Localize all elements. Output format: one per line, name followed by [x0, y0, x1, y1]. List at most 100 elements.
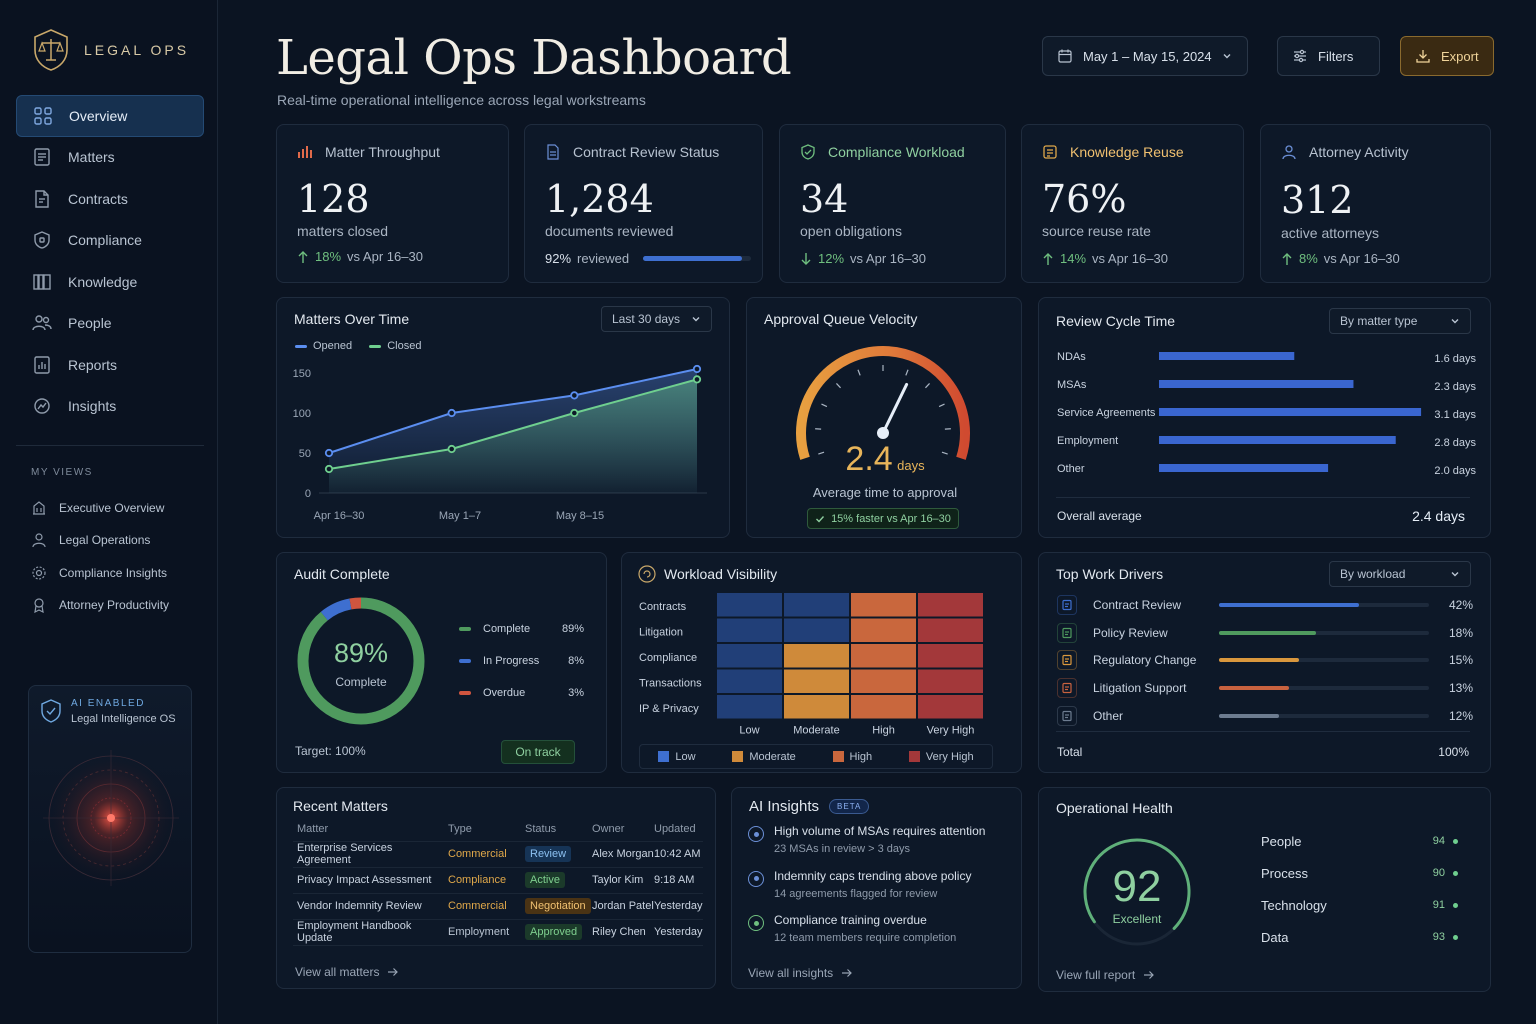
table-row[interactable]: Vendor Indemnity Review Commercial Negotia…: [293, 893, 703, 920]
heatmap-cell[interactable]: [784, 669, 849, 694]
regulatory-icon: [1057, 650, 1077, 671]
view-item-attorney-productivity[interactable]: Attorney Productivity: [31, 589, 169, 621]
health-row[interactable]: People 94: [1261, 825, 1461, 857]
kpi-delta-value: 12%: [818, 251, 845, 266]
table-header-row: Matter Type Status Owner Updated: [293, 817, 703, 842]
kpi-card-knowledge-reuse[interactable]: Knowledge Reuse 76% source reuse rate 14…: [1021, 124, 1244, 283]
column-header[interactable]: Updated: [654, 817, 703, 842]
sidebar-item-compliance[interactable]: Compliance: [16, 220, 204, 262]
column-header[interactable]: Matter: [293, 817, 448, 842]
heatmap-cell[interactable]: [918, 644, 983, 668]
heatmap-cell[interactable]: [784, 593, 849, 617]
heatmap-cell[interactable]: [717, 618, 782, 643]
sidebar-item-people[interactable]: People: [16, 303, 204, 345]
sidebar-item-overview[interactable]: Overview: [16, 95, 204, 137]
heatmap-cell[interactable]: [918, 695, 983, 719]
y-tick-label: 100: [293, 408, 311, 420]
heatmap-cell[interactable]: [784, 618, 849, 643]
driver-row[interactable]: Other 12%: [1057, 702, 1473, 730]
range-dropdown[interactable]: Last 30 days: [601, 306, 712, 332]
data-point[interactable]: [447, 408, 456, 418]
matter-type-dropdown[interactable]: By matter type: [1329, 308, 1471, 334]
heatmap-cell[interactable]: [717, 695, 782, 719]
column-header[interactable]: Type: [448, 817, 525, 842]
view-item-executive-overview[interactable]: Executive Overview: [31, 492, 169, 524]
view-full-report-link[interactable]: View full report: [1056, 968, 1155, 982]
status-badge: Review: [525, 846, 572, 862]
bar[interactable]: [1159, 408, 1422, 416]
health-row[interactable]: Data 93: [1261, 921, 1461, 953]
table-row[interactable]: Enterprise Services Agreement Commercial R…: [293, 841, 703, 868]
heatmap-cell[interactable]: [784, 644, 849, 668]
insight-item[interactable]: Compliance training overdue 12 team membe…: [748, 913, 1013, 958]
view-all-matters-link[interactable]: View all matters: [295, 965, 399, 979]
heatmap-cell[interactable]: [918, 669, 983, 694]
driver-row[interactable]: Policy Review 18%: [1057, 619, 1473, 647]
sidebar-item-reports[interactable]: Reports: [16, 344, 204, 386]
health-row[interactable]: Technology 91: [1261, 889, 1461, 921]
filters-label: Filters: [1318, 48, 1354, 64]
filters-button[interactable]: Filters: [1277, 36, 1380, 76]
data-point[interactable]: [692, 364, 702, 374]
heatmap-cell[interactable]: [918, 618, 983, 643]
driver-row[interactable]: Regulatory Change 15%: [1057, 646, 1473, 674]
bar[interactable]: [1159, 464, 1329, 472]
workload-dropdown[interactable]: By workload: [1329, 561, 1471, 587]
table-row[interactable]: Privacy Impact Assessment Compliance Activ…: [293, 867, 703, 894]
chevron-down-icon: [692, 317, 700, 322]
insight-item[interactable]: High volume of MSAs requires attention 23…: [748, 824, 1013, 869]
bar[interactable]: [1159, 380, 1354, 388]
data-point[interactable]: [570, 391, 579, 400]
heatmap-cell[interactable]: [717, 593, 782, 617]
heatmap-cell[interactable]: [784, 695, 849, 719]
view-all-insights-link[interactable]: View all insights: [748, 966, 853, 980]
gauge-needle: [881, 382, 909, 435]
status-cell: Negotiation: [525, 893, 592, 920]
data-point[interactable]: [692, 375, 702, 384]
view-item-compliance-insights[interactable]: Compliance Insights: [31, 557, 169, 589]
data-point[interactable]: [570, 408, 579, 418]
sidebar-item-matters[interactable]: Matters: [16, 137, 204, 179]
audit-center-label: Complete: [335, 675, 387, 689]
data-point[interactable]: [447, 444, 456, 454]
kpi-card-compliance-workload[interactable]: Compliance Workload 34 open obligations …: [779, 124, 1006, 283]
export-button[interactable]: Export: [1400, 36, 1494, 76]
heatmap-cell[interactable]: [717, 644, 782, 668]
heatmap-cell[interactable]: [918, 593, 983, 617]
heatmap-cell[interactable]: [851, 644, 916, 668]
heatmap-cell[interactable]: [851, 593, 916, 617]
brand[interactable]: LEGAL OPS: [32, 28, 189, 72]
table-row[interactable]: Employment Handbook Update Employment Appr…: [293, 919, 703, 946]
insight-item[interactable]: Indemnity caps trending above policy 14 a…: [748, 869, 1013, 914]
heatmap-cell[interactable]: [717, 669, 782, 694]
status-dot: [1453, 902, 1458, 908]
heatmap-cell[interactable]: [851, 669, 916, 694]
heatmap-cell[interactable]: [851, 618, 916, 643]
driver-row[interactable]: Litigation Support 13%: [1057, 674, 1473, 702]
data-point[interactable]: [324, 464, 334, 474]
sidebar-item-contracts[interactable]: Contracts: [16, 178, 204, 220]
sidebar-item-label: Knowledge: [68, 273, 138, 290]
donut-slice[interactable]: [297, 597, 425, 725]
status-badge: Approved: [525, 924, 583, 940]
brand-name: LEGAL OPS: [84, 42, 190, 58]
kpi-card-contract-review[interactable]: Contract Review Status 1,284 documents r…: [524, 124, 763, 283]
sidebar-item-knowledge[interactable]: Knowledge: [16, 261, 204, 303]
kpi-card-matter-throughput[interactable]: Matter Throughput 128 matters closed 18%…: [276, 124, 509, 283]
view-item-legal-operations[interactable]: Legal Operations: [31, 524, 169, 556]
heatmap-cell[interactable]: [851, 695, 916, 719]
column-header[interactable]: Status: [525, 817, 592, 842]
sidebar-item-insights[interactable]: Insights: [16, 386, 204, 428]
updated-cell: 10:42 AM: [654, 841, 703, 868]
bar[interactable]: [1159, 352, 1295, 360]
health-row[interactable]: Process 90: [1261, 857, 1461, 889]
column-header[interactable]: Owner: [592, 817, 654, 842]
status-cell: Approved: [525, 919, 592, 946]
data-point[interactable]: [324, 448, 334, 458]
operational-health-card: Operational Health 92 Excellent People 94…: [1038, 787, 1491, 992]
health-ring-progress: [1083, 838, 1191, 946]
bar[interactable]: [1159, 436, 1396, 444]
date-range-button[interactable]: May 1 – May 15, 2024: [1042, 36, 1248, 76]
driver-row[interactable]: Contract Review 42%: [1057, 591, 1473, 619]
kpi-card-attorney-activity[interactable]: Attorney Activity 312 active attorneys 8…: [1260, 124, 1491, 283]
